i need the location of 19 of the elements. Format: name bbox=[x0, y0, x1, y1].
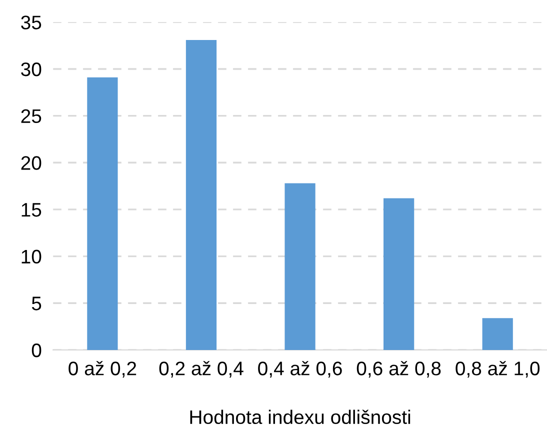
y-tick-label: 30 bbox=[21, 62, 42, 76]
y-tick-label: 20 bbox=[21, 156, 42, 170]
bar bbox=[284, 183, 316, 350]
x-tick-label: 0,8 až 1,0 bbox=[456, 361, 540, 378]
x-tick-label: 0,4 až 0,6 bbox=[258, 361, 342, 378]
y-tick-label: 10 bbox=[22, 250, 42, 264]
x-tick-label: 0,6 až 0,8 bbox=[356, 361, 441, 378]
x-axis-title: Hodnota indexu odlišnosti bbox=[190, 410, 410, 424]
bar bbox=[186, 40, 217, 350]
y-tick-label: 25 bbox=[21, 109, 42, 124]
x-tick-label: 0,2 až 0,4 bbox=[159, 361, 244, 378]
y-tick-label: 5 bbox=[32, 296, 42, 310]
bar bbox=[384, 198, 414, 350]
x-tick-label: 0 až 0,2 bbox=[68, 361, 136, 378]
y-tick-label: 35 bbox=[21, 16, 42, 30]
y-tick-label: 15 bbox=[22, 203, 42, 217]
bar bbox=[482, 318, 513, 350]
bar bbox=[87, 77, 118, 350]
y-tick-label: 0 bbox=[32, 343, 42, 358]
